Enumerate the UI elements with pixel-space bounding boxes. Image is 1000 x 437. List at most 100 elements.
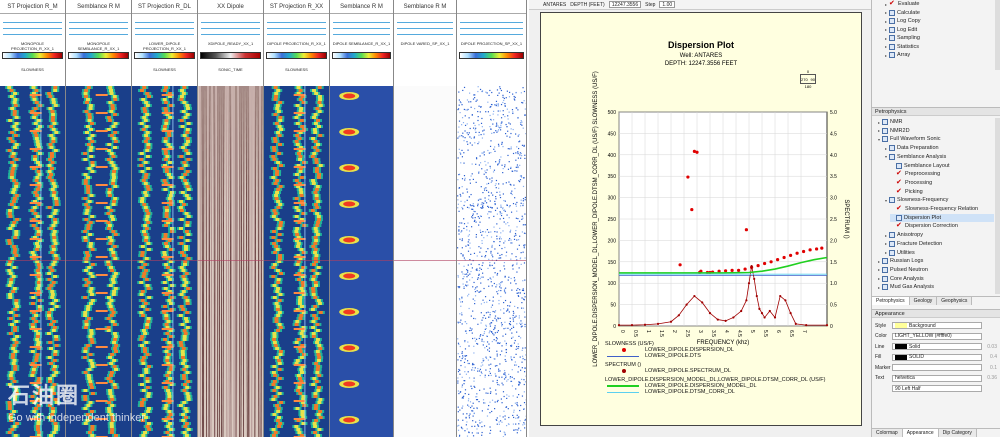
- tab-geophysics[interactable]: Geophysics: [937, 297, 973, 305]
- tree-item[interactable]: ▸ Calculate: [883, 9, 920, 17]
- tab-dip-category[interactable]: Dip Category: [938, 429, 977, 437]
- property-number[interactable]: 0.1: [990, 364, 997, 371]
- header-scale-line: [69, 34, 128, 35]
- property-number[interactable]: 0.4: [990, 354, 997, 360]
- track-header[interactable]: ST Projection R_DL LOWER_DIPOLE PROJECTIO…: [132, 0, 198, 86]
- tab-appearance[interactable]: Appearance: [902, 429, 939, 437]
- data-point: [643, 323, 647, 326]
- tab-colormap[interactable]: Colormap: [872, 429, 903, 437]
- property-value[interactable]: Solid: [892, 343, 982, 350]
- tree-item[interactable]: ✔ Preprocessing: [890, 170, 940, 178]
- header-scale-line: [333, 34, 390, 35]
- document-icon: [889, 249, 895, 256]
- track-header[interactable]: XX Dipole XDIPOLE_READY_XX_1 SONIC_TIME: [198, 0, 264, 86]
- expand-icon[interactable]: ▸: [884, 27, 887, 32]
- track-body[interactable]: [132, 86, 198, 437]
- tree-item[interactable]: ▸ Statistics: [883, 43, 919, 51]
- property-value[interactable]: 90 Left Half: [892, 385, 982, 392]
- tree-item[interactable]: ▸ NMR2D: [876, 127, 910, 135]
- expand-icon[interactable]: ▸: [877, 128, 880, 134]
- module-tree-scrollbar[interactable]: [995, 0, 1000, 70]
- track-body[interactable]: [457, 86, 527, 437]
- expand-icon[interactable]: ▸: [884, 52, 887, 58]
- property-value[interactable]: SOLID: [892, 353, 982, 361]
- tree-item[interactable]: ▸ Anisotropy: [883, 231, 923, 239]
- tree-item[interactable]: ✔ Picking: [890, 188, 923, 196]
- expand-icon[interactable]: ▸: [877, 276, 880, 282]
- petrophysics-scrollbar[interactable]: [995, 118, 1000, 294]
- data-point: [763, 316, 766, 319]
- property-value[interactable]: Background: [892, 322, 982, 329]
- tree-item-label: Semblance Layout: [904, 162, 950, 169]
- document-icon: [882, 275, 888, 282]
- tree-item[interactable]: ▸ Sampling: [883, 34, 920, 42]
- property-number[interactable]: 0.03: [987, 343, 997, 350]
- expand-icon[interactable]: ▾: [884, 154, 887, 160]
- tree-item-label: Array: [897, 52, 911, 58]
- tree-item[interactable]: ▸ Utilities: [883, 249, 915, 257]
- expand-icon[interactable]: ▸: [884, 10, 887, 15]
- track-header[interactable]: Semblance R M DIPOLE VARED_SP_XX_1: [394, 0, 457, 86]
- expand-icon[interactable]: ▸: [884, 241, 887, 247]
- track-header[interactable]: DIPOLE PROJECTION_SP_XX_1: [457, 0, 527, 86]
- header-scale-line: [397, 34, 453, 35]
- tree-item-label: Evaluate: [898, 1, 920, 7]
- expand-icon[interactable]: ▸: [877, 284, 880, 290]
- tree-item[interactable]: ▸ Fracture Detection: [883, 240, 942, 248]
- expand-icon[interactable]: ▸: [884, 44, 887, 49]
- depth-input[interactable]: 12247.3556: [608, 1, 642, 8]
- tree-item[interactable]: ▸ ✔ Evaluate: [883, 0, 919, 8]
- expand-icon[interactable]: ▾: [884, 197, 887, 203]
- tree-item[interactable]: Dispersion Plot: [890, 213, 994, 222]
- tab-petrophysics[interactable]: Petrophysics: [872, 297, 910, 305]
- tree-item[interactable]: ▸ Log Edit: [883, 26, 917, 34]
- track-header[interactable]: Semblance R M DIPOLE SEMBLANCE_R_XX_1: [330, 0, 394, 86]
- tree-item[interactable]: ▸ Array: [883, 51, 910, 59]
- tab-geology[interactable]: Geology: [909, 297, 938, 305]
- property-value[interactable]: LIGHT_YELLOW (#ffffe0): [892, 332, 982, 340]
- track-header[interactable]: ST Projection R_XX DIPOLE PROJECTION_R_XX…: [264, 0, 330, 86]
- track-image: [457, 86, 526, 437]
- log-view[interactable]: ST Projection R_M MONOPOLE PROJECTION_R_X…: [0, 0, 527, 437]
- track-body[interactable]: [0, 86, 66, 437]
- tree-item[interactable]: ▾ Slowness-Frequency: [883, 196, 948, 204]
- expand-icon[interactable]: ▸: [877, 258, 880, 264]
- tree-item[interactable]: ▸ Log Copy: [883, 17, 921, 25]
- expand-icon[interactable]: ▸: [877, 267, 880, 273]
- expand-icon[interactable]: ▸: [884, 145, 887, 151]
- legend-item: LOWER_DIPOLE.DISPERSION_MODEL_DL: [605, 383, 825, 389]
- property-value[interactable]: helvetica: [892, 374, 982, 382]
- wrench-icon: ✔: [896, 187, 902, 195]
- tree-item[interactable]: ▸ Mud Gas Analysis: [876, 283, 934, 291]
- step-input[interactable]: 1.00: [659, 1, 676, 8]
- expand-icon[interactable]: ▸: [884, 232, 887, 238]
- expand-icon[interactable]: ▸: [884, 35, 887, 41]
- tree-item[interactable]: ▸ Pulsed Neutron: [876, 266, 928, 274]
- track-body[interactable]: [330, 86, 394, 437]
- tree-item[interactable]: ✔ Slowness-Frequency Relation: [890, 205, 978, 213]
- tree-item[interactable]: ▸ Core Analysis: [876, 275, 924, 283]
- expand-icon[interactable]: ▸: [884, 1, 887, 7]
- color-swatch: [895, 323, 907, 328]
- tree-item[interactable]: ✔ Dispersion Correction: [890, 222, 958, 230]
- tree-item[interactable]: Semblance Layout: [890, 162, 950, 170]
- property-value[interactable]: [892, 364, 982, 371]
- expand-icon[interactable]: ▸: [877, 119, 880, 125]
- tree-item[interactable]: ▸ NMR: [876, 118, 903, 126]
- expand-icon[interactable]: ▸: [884, 18, 887, 24]
- track-header[interactable]: Semblance R M MONOPOLE SEMBLANCE_R_XX_1: [66, 0, 132, 86]
- tree-item[interactable]: ▸ Data Preparation: [883, 144, 939, 152]
- tree-item[interactable]: ▾ Semblance Analysis: [883, 153, 946, 161]
- track-body[interactable]: [66, 86, 132, 437]
- track-body[interactable]: [264, 86, 330, 437]
- dispersion-chart[interactable]: 05010015020025030035040045050000.51.01.5…: [541, 13, 863, 427]
- tree-item[interactable]: ▾ Full Waveform Sonic: [876, 135, 941, 143]
- track-body[interactable]: [394, 86, 457, 437]
- property-number[interactable]: 0.36: [987, 375, 997, 381]
- tree-item[interactable]: ✔ Processing: [890, 179, 932, 187]
- track-header[interactable]: ST Projection R_M MONOPOLE PROJECTION_R_X…: [0, 0, 66, 86]
- tree-item[interactable]: ▸ Russian Logs: [876, 257, 923, 265]
- expand-icon[interactable]: ▾: [877, 136, 880, 142]
- track-body[interactable]: [198, 86, 264, 437]
- expand-icon[interactable]: ▸: [884, 250, 887, 255]
